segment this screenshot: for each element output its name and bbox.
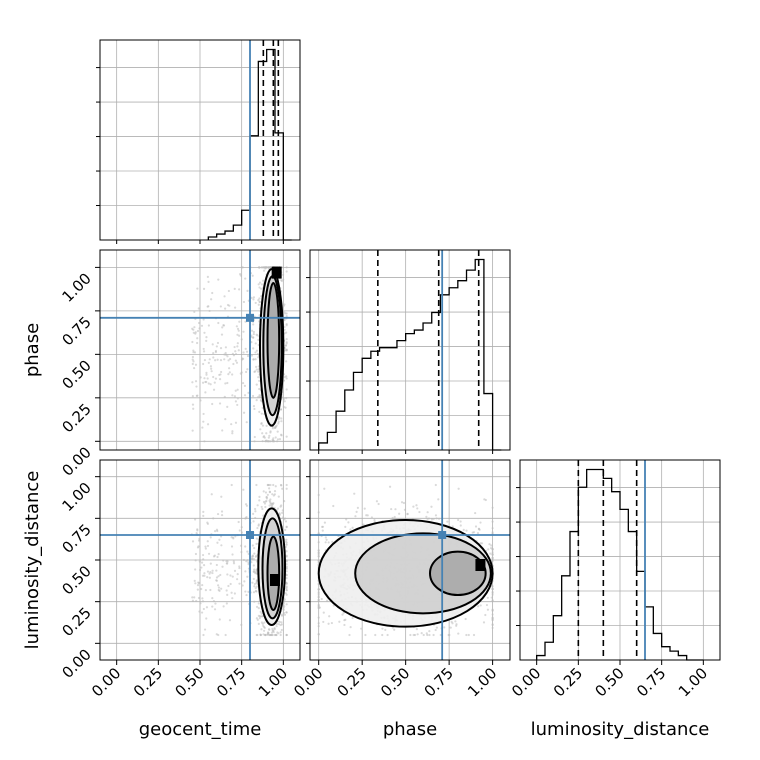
ytick-label-luminosity_distance: 0.00 xyxy=(58,645,94,681)
ytick-label-phase: 0.50 xyxy=(58,356,94,392)
ytick-label-luminosity_distance: 1.00 xyxy=(58,479,94,515)
ytick-label-luminosity_distance: 0.25 xyxy=(58,604,94,640)
contour-1-2 xyxy=(266,535,281,611)
joint-panel-geocent_time-vs-phase xyxy=(99,249,301,451)
contour-0-2 xyxy=(266,282,281,399)
ylabel-phase: phase xyxy=(22,323,43,377)
contour-2-1 xyxy=(354,532,492,615)
density-peak-0 xyxy=(271,266,282,279)
hist-panel-phase xyxy=(306,249,511,451)
xtick-label-luminosity_distance: 0.25 xyxy=(550,664,586,700)
xtick-label-luminosity_distance: 0.75 xyxy=(633,664,669,700)
xtick-label-phase: 0.00 xyxy=(290,664,326,700)
xtick-label-geocent_time: 0.00 xyxy=(88,664,124,700)
xtick-label-luminosity_distance: 1.00 xyxy=(675,664,711,700)
xtick-label-geocent_time: 0.50 xyxy=(171,664,207,700)
xtick-label-geocent_time: 1.00 xyxy=(255,664,291,700)
joint-panel-geocent_time-vs-luminosity_distance xyxy=(99,459,301,661)
xtick-label-phase: 1.00 xyxy=(464,664,500,700)
xlabel-phase: phase xyxy=(383,719,437,740)
xtick-label-geocent_time: 0.75 xyxy=(213,664,249,700)
ytick-label-luminosity_distance: 0.50 xyxy=(58,562,94,598)
hist-panel-luminosity_distance xyxy=(516,459,721,661)
xtick-label-luminosity_distance: 0.00 xyxy=(508,664,544,700)
xtick-label-phase: 0.25 xyxy=(334,664,370,700)
density-peak-2 xyxy=(475,559,486,571)
xlabel-geocent_time: geocent_time xyxy=(139,719,262,740)
truth-marker-0 xyxy=(246,313,254,322)
hist-panel-geocent_time xyxy=(96,39,301,241)
ytick-label-phase: 0.00 xyxy=(58,443,94,479)
ytick-label-phase: 0.25 xyxy=(58,400,94,436)
contour-2-0 xyxy=(317,519,494,628)
hist-outline-luminosity_distance xyxy=(536,468,704,661)
hist-outline-phase xyxy=(318,258,502,451)
ytick-label-luminosity_distance: 0.75 xyxy=(58,520,94,556)
xtick-label-luminosity_distance: 0.50 xyxy=(591,664,627,700)
ytick-label-phase: 0.75 xyxy=(58,313,94,349)
xtick-label-phase: 0.50 xyxy=(377,664,413,700)
truth-marker-1 xyxy=(246,531,254,539)
xlabel-luminosity_distance: luminosity_distance xyxy=(531,719,710,740)
joint-panel-phase-vs-luminosity_distance xyxy=(309,459,511,661)
ytick-label-phase: 1.00 xyxy=(58,269,94,305)
truth-marker-2 xyxy=(438,531,447,539)
ylabel-luminosity_distance: luminosity_distance xyxy=(22,471,43,650)
contour-1-1 xyxy=(261,517,284,620)
xtick-label-geocent_time: 0.25 xyxy=(130,664,166,700)
density-peak-1 xyxy=(270,574,280,586)
contour-1-0 xyxy=(257,507,286,627)
contour-2-2 xyxy=(429,550,487,596)
xtick-label-phase: 0.75 xyxy=(421,664,457,700)
